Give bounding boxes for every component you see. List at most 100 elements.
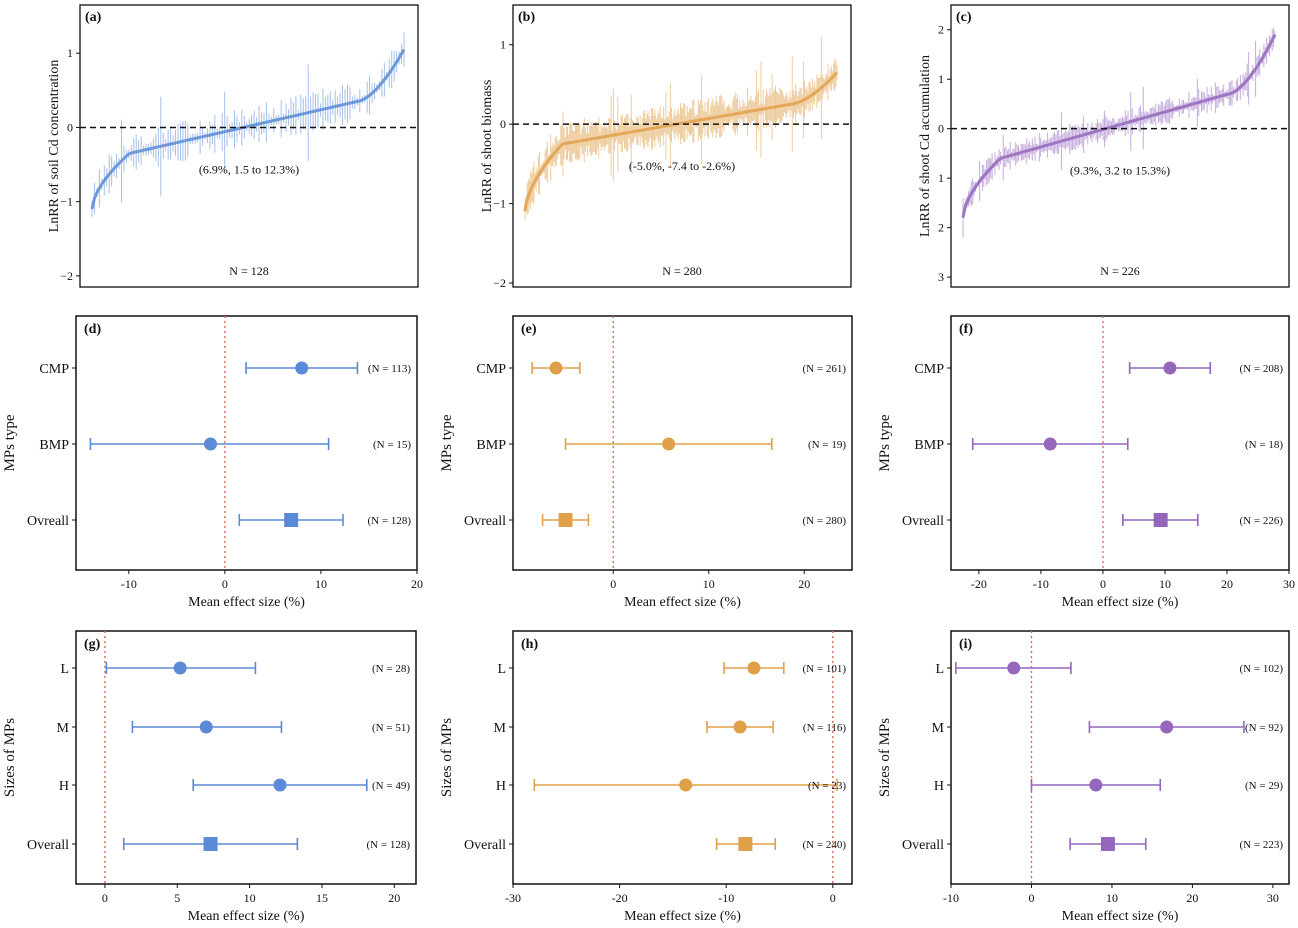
category-label: Overall bbox=[902, 838, 944, 853]
sample-size-label: (N = 15) bbox=[373, 439, 411, 451]
effect-curve bbox=[523, 71, 839, 212]
ci-annotation: (6.9%, 1.5 to 12.3%) bbox=[199, 162, 299, 176]
x-axis-label: Mean effect size (%) bbox=[188, 909, 305, 924]
y-tick-label: 1 bbox=[938, 171, 944, 185]
forest-row: CMP (N = 113) bbox=[39, 361, 411, 377]
category-label: Ovreall bbox=[902, 514, 944, 529]
category-label: L bbox=[497, 662, 506, 677]
x-tick-label: 30 bbox=[1283, 577, 1295, 591]
mean-marker-circle bbox=[662, 437, 676, 451]
sample-size-label: (N = 92) bbox=[1245, 722, 1283, 734]
plot-frame bbox=[950, 4, 1290, 288]
y-tick-label: 0 bbox=[500, 117, 506, 131]
sample-size-label: (N = 102) bbox=[1240, 663, 1284, 675]
x-tick-label: 0 bbox=[1028, 891, 1034, 905]
mean-marker-circle bbox=[1043, 437, 1057, 451]
category-label: H bbox=[59, 779, 69, 794]
x-tick-label: -10 bbox=[718, 891, 734, 905]
x-tick-label: 10 bbox=[703, 577, 715, 591]
forest-row: H (N = 23) bbox=[496, 778, 846, 794]
panel-tag: (i) bbox=[959, 637, 973, 652]
effect-curve bbox=[90, 48, 406, 210]
panel-c: LnRR of shoot Cd accumulation 3 2 1 0 1 2 (c) (9… bbox=[918, 4, 1290, 288]
category-label: BMP bbox=[476, 438, 506, 453]
category-label: H bbox=[934, 779, 944, 794]
category-label: BMP bbox=[39, 438, 69, 453]
panel-tag: (d) bbox=[84, 322, 101, 337]
sample-size-label: (N = 208) bbox=[1240, 363, 1284, 375]
mean-marker-circle bbox=[203, 437, 217, 451]
category-label: Ovreall bbox=[27, 514, 69, 529]
x-tick-label: 0 bbox=[610, 577, 616, 591]
panel-tag: (b) bbox=[518, 10, 535, 25]
panel-tag: (h) bbox=[521, 637, 538, 652]
y-tick-label: −1 bbox=[60, 195, 73, 209]
y-tick-label: −1 bbox=[493, 197, 506, 211]
panel-h: (h) -30 -20 -10 0 Mean effect size (%) Sizes o… bbox=[439, 630, 853, 924]
category-label: L bbox=[60, 662, 69, 677]
y-axis-label: Sizes of MPs bbox=[2, 718, 18, 797]
y-axis-label: LnRR of shoot Cd accumulation bbox=[918, 55, 933, 237]
sample-size-label: (N = 240) bbox=[803, 839, 847, 851]
forest-row: Ovreall (N = 226) bbox=[902, 513, 1283, 529]
mean-marker-square bbox=[738, 837, 753, 851]
sample-size-label: (N = 280) bbox=[803, 515, 847, 527]
x-tick-label: 20 bbox=[388, 891, 400, 905]
sample-size-label: (N = 101) bbox=[803, 663, 847, 675]
mean-marker-circle bbox=[549, 361, 563, 375]
plot-frame bbox=[79, 4, 419, 288]
y-axis-label: MPs type bbox=[439, 414, 455, 471]
category-label: M bbox=[932, 721, 945, 736]
sample-size-label: N = 280 bbox=[662, 264, 701, 278]
mean-marker-circle bbox=[679, 778, 693, 792]
mean-marker-circle bbox=[747, 661, 761, 675]
y-tick-label: 1 bbox=[67, 46, 73, 60]
y-tick-label: 3 bbox=[938, 270, 944, 284]
mean-marker-square bbox=[284, 513, 299, 527]
panel-e: (e) 0 10 20 Mean effect size (%) MPs type CMP (… bbox=[439, 315, 853, 610]
forest-row: H (N = 29) bbox=[934, 778, 1283, 794]
x-tick-label: -20 bbox=[971, 577, 987, 591]
x-tick-label: 10 bbox=[244, 891, 256, 905]
sample-size-label: (N = 49) bbox=[372, 780, 410, 792]
y-tick-label: 1 bbox=[500, 38, 506, 52]
sample-size-label: (N = 128) bbox=[368, 515, 412, 527]
forest-row: Overall (N = 128) bbox=[27, 837, 410, 853]
mean-marker-circle bbox=[1160, 720, 1174, 734]
sample-size-label: (N = 226) bbox=[1240, 515, 1284, 527]
x-axis-label: Mean effect size (%) bbox=[1062, 595, 1179, 610]
plot-frame bbox=[950, 315, 1290, 571]
x-tick-label: 20 bbox=[1221, 577, 1233, 591]
y-tick-label: 2 bbox=[938, 221, 944, 235]
y-axis-label: LnRR of shoot biomass bbox=[480, 80, 495, 213]
x-axis-label: Mean effect size (%) bbox=[624, 595, 741, 610]
mean-marker-circle bbox=[1007, 661, 1021, 675]
forest-row: BMP (N = 18) bbox=[914, 437, 1283, 453]
plot-frame bbox=[75, 315, 418, 571]
plot-frame bbox=[512, 315, 853, 571]
x-tick-label: 30 bbox=[1267, 891, 1279, 905]
sample-size-label: (N = 18) bbox=[1245, 439, 1283, 451]
y-tick-label: −2 bbox=[493, 276, 506, 290]
y-tick-label: 2 bbox=[938, 23, 944, 37]
forest-row: M (N = 51) bbox=[57, 720, 410, 736]
error-bars bbox=[91, 32, 405, 217]
panel-tag: (f) bbox=[959, 322, 973, 337]
x-tick-label: 0 bbox=[102, 891, 108, 905]
panel-f: (f) -20 -10 0 10 20 30 Mean effect size (%) MPs … bbox=[877, 315, 1295, 610]
sample-size-label: (N = 51) bbox=[372, 722, 410, 734]
forest-row: Ovreall (N = 128) bbox=[27, 513, 411, 529]
category-label: CMP bbox=[476, 362, 506, 377]
panel-tag: (a) bbox=[85, 10, 102, 25]
forest-row: L (N = 102) bbox=[935, 661, 1284, 677]
plot-frame bbox=[950, 630, 1290, 885]
x-axis-label: Mean effect size (%) bbox=[624, 909, 741, 924]
mean-marker-square bbox=[558, 513, 573, 527]
panel-tag: (g) bbox=[84, 637, 101, 652]
mean-marker-square bbox=[1153, 513, 1168, 527]
x-tick-label: 10 bbox=[1159, 577, 1171, 591]
forest-row: Overall (N = 240) bbox=[464, 837, 846, 853]
category-label: Overall bbox=[464, 838, 506, 853]
x-tick-label: 0 bbox=[222, 577, 228, 591]
panel-tag: (e) bbox=[521, 322, 537, 337]
